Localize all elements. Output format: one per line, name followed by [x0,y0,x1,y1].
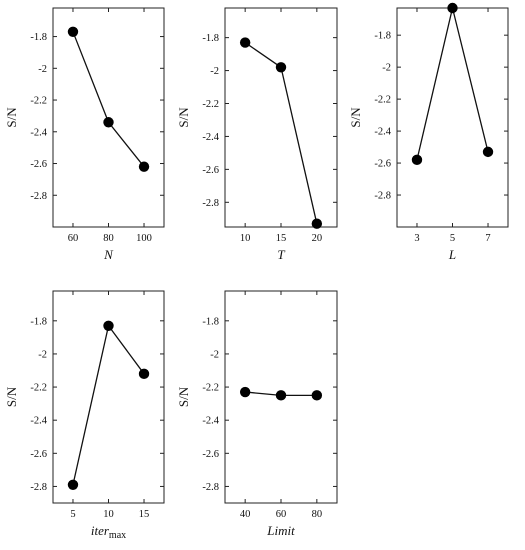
y-tick-label: -2.2 [202,383,219,394]
data-point [311,218,323,229]
panel-4: -2.8 -2.6 -2.4 -2.2 -2 -1.8 5 10 15 S/N itermax [4,290,165,541]
x-tick-label: 10 [103,509,114,520]
y-tick-label: -2.6 [202,449,219,460]
x-axis-label: T [277,247,285,262]
x-tick-label: 40 [240,509,251,520]
y-tick-label: -1.8 [30,316,47,327]
data-point [311,390,323,401]
data-point [103,117,114,128]
y-tick-label: -2.8 [374,191,391,202]
x-tick-label: 7 [485,233,490,244]
y-tick-label: -2.6 [374,159,391,170]
y-axis-label: S/N [176,386,191,407]
x-axis-label: N [103,247,114,262]
data-point [138,161,150,172]
y-tick-label: -2 [382,63,391,74]
y-tick-label: -1.8 [374,31,391,42]
y-tick-label: -2.8 [202,482,219,493]
data-point [239,37,251,48]
y-tick-label: -2.6 [30,159,47,170]
y-tick-label: -2 [38,349,47,360]
y-tick-label: -2.4 [30,416,47,427]
y-axis-label: S/N [4,107,19,128]
x-tick-label: 5 [450,233,455,244]
y-tick-label: -2.8 [30,191,47,202]
y-tick-label: -2.4 [374,127,391,138]
panel-2: -2.8 -2.6 -2.4 -2.2 -2 -1.8 10 15 20 S/N T [176,7,338,262]
x-axis-label: L [448,247,456,262]
x-tick-label: 60 [276,509,287,520]
y-tick-label: -2.4 [202,416,219,427]
series-line [72,324,145,485]
y-axis-label: S/N [348,107,363,128]
data-point [67,479,79,490]
panel-5: -2.8 -2.6 -2.4 -2.2 -2 -1.8 40 60 80 S/N Limit [176,290,338,538]
data-point [447,2,458,14]
y-tick-label: -2.2 [202,99,219,110]
x-tick-label: 80 [312,509,323,520]
axes-frame [396,7,509,228]
data-point [239,386,251,398]
data-point [103,320,114,331]
x-tick-label: 15 [139,509,150,520]
y-tick-label: -2.4 [202,132,219,143]
data-point [275,62,287,73]
panel-1: -2.8 -2.6 -2.4 -2.2 -2 -1.8 60 80 100 S/N N [4,7,165,262]
x-axis-label: Limit [266,523,295,538]
y-tick-label: -2.6 [30,449,47,460]
data-point [411,154,423,166]
y-tick-label: -1.8 [30,32,47,43]
x-axis-label: itermax [91,523,126,541]
y-tick-label: -1.8 [202,33,219,44]
y-tick-label: -2 [210,66,219,77]
y-axis-label: S/N [176,107,191,128]
series-line [72,31,145,168]
x-tick-label: 15 [276,233,287,244]
data-point [67,26,79,38]
data-point [138,368,150,380]
y-tick-label: -2.2 [30,96,47,107]
x-tick-label: 10 [240,233,251,244]
data-point [275,390,287,401]
y-tick-label: -2.8 [202,198,219,209]
series-line [416,7,489,161]
x-tick-label: 20 [312,233,323,244]
y-tick-label: -2.8 [30,482,47,493]
x-tick-label: 80 [103,233,114,244]
y-tick-label: -2.4 [30,127,47,138]
y-tick-label: -2.6 [202,165,219,176]
y-tick-label: -2.2 [374,95,391,106]
y-tick-label: -2 [210,349,219,360]
panel-3: -2.8 -2.6 -2.4 -2.2 -2 -1.8 3 5 7 S/N L [348,2,509,262]
y-tick-label: -2.2 [30,383,47,394]
y-tick-label: -2 [38,64,47,75]
x-tick-label: 60 [68,233,79,244]
x-tick-label: 100 [136,233,152,244]
x-tick-label: 3 [414,233,419,244]
data-point [482,146,494,158]
y-tick-label: -1.8 [202,316,219,327]
y-axis-label: S/N [4,386,19,407]
x-tick-label: 5 [70,509,75,520]
